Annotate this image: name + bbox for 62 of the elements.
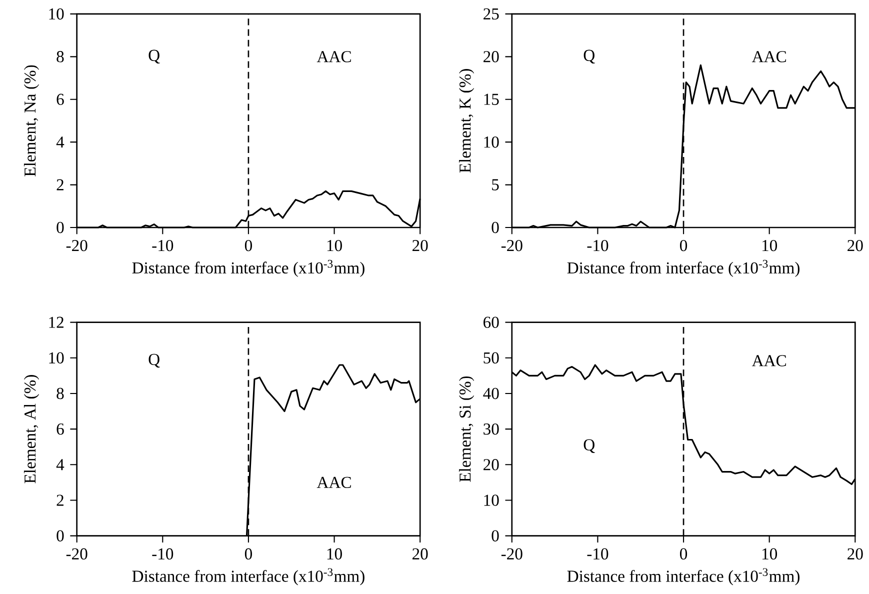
- y-tick-label: 12: [49, 316, 64, 328]
- x-tick-label: -20: [66, 548, 88, 560]
- y-tick-label: 40: [483, 388, 499, 400]
- y-tick-label: 10: [484, 136, 499, 148]
- x-tick-label: -10: [587, 548, 608, 560]
- x-tick-label: -20: [501, 548, 522, 560]
- annotation: Q: [584, 50, 595, 64]
- x-tick-label: 10: [762, 240, 778, 252]
- y-tick-label: 2: [56, 179, 64, 190]
- y-axis-title: Element, K (%): [459, 69, 474, 173]
- x-tick-label: -10: [152, 240, 174, 252]
- y-tick-label: 4: [56, 459, 64, 470]
- y-axis-title: Element, Si (%): [459, 376, 474, 482]
- annotation: Q: [148, 354, 160, 368]
- x-tick-label: 0: [244, 548, 252, 560]
- y-tick-label: 20: [484, 51, 499, 62]
- y-tick-label: 8: [56, 51, 64, 62]
- x-axis-title: Distance from interface (x10$^{-3}$mm): [567, 568, 800, 586]
- y-tick-label: 15: [484, 94, 499, 106]
- annotation: AAC: [752, 355, 786, 366]
- annotation: AAC: [316, 51, 351, 62]
- y-tick-label: 10: [49, 352, 64, 364]
- x-tick-label: 10: [762, 548, 778, 560]
- x-tick-label: 20: [848, 240, 863, 252]
- y-tick-label: 0: [492, 222, 499, 234]
- x-tick-label: -10: [152, 548, 174, 560]
- y-tick-label: 4: [56, 136, 64, 148]
- y-tick-label: 25: [484, 8, 499, 20]
- y-tick-label: 8: [56, 388, 64, 400]
- annotation: Q: [584, 439, 595, 454]
- y-tick-label: 30: [484, 424, 499, 435]
- x-tick-label: 0: [680, 240, 688, 252]
- x-tick-label: 10: [327, 548, 342, 560]
- x-tick-label: 20: [848, 548, 863, 560]
- y-tick-label: 0: [56, 530, 64, 542]
- x-tick-label: 0: [680, 548, 688, 560]
- x-tick-label: 20: [412, 240, 428, 252]
- y-tick-label: 0: [56, 222, 64, 234]
- y-tick-label: 60: [484, 316, 499, 328]
- x-tick-label: -20: [66, 240, 88, 252]
- y-axis-title: Element, Al (%): [24, 375, 40, 484]
- x-axis-title: Distance from interface (x10$^{-3}$mm): [132, 568, 364, 586]
- y-tick-label: 2: [56, 494, 64, 506]
- y-tick-label: 5: [492, 179, 499, 190]
- x-tick-label: -10: [587, 240, 608, 252]
- y-tick-label: 6: [56, 424, 64, 435]
- annotation: Q: [148, 50, 160, 64]
- annotation: AAC: [752, 51, 786, 62]
- x-axis-title: Distance from interface (x10$^{-3}$mm): [567, 260, 800, 278]
- y-tick-label: 6: [56, 94, 64, 106]
- y-tick-label: 50: [484, 352, 499, 364]
- y-tick-label: 20: [484, 459, 499, 470]
- annotation: AAC: [316, 476, 351, 488]
- y-tick-label: 10: [484, 494, 499, 506]
- x-tick-label: 10: [327, 240, 342, 252]
- y-tick-label: 0: [492, 530, 499, 542]
- x-tick-label: -20: [501, 240, 522, 252]
- y-axis-title: Element, Na (%): [24, 65, 40, 176]
- y-tick-label: 10: [49, 8, 64, 20]
- x-axis-title: Distance from interface (x10$^{-3}$mm): [132, 260, 364, 278]
- x-tick-label: 20: [412, 548, 428, 560]
- x-tick-label: 0: [244, 240, 252, 252]
